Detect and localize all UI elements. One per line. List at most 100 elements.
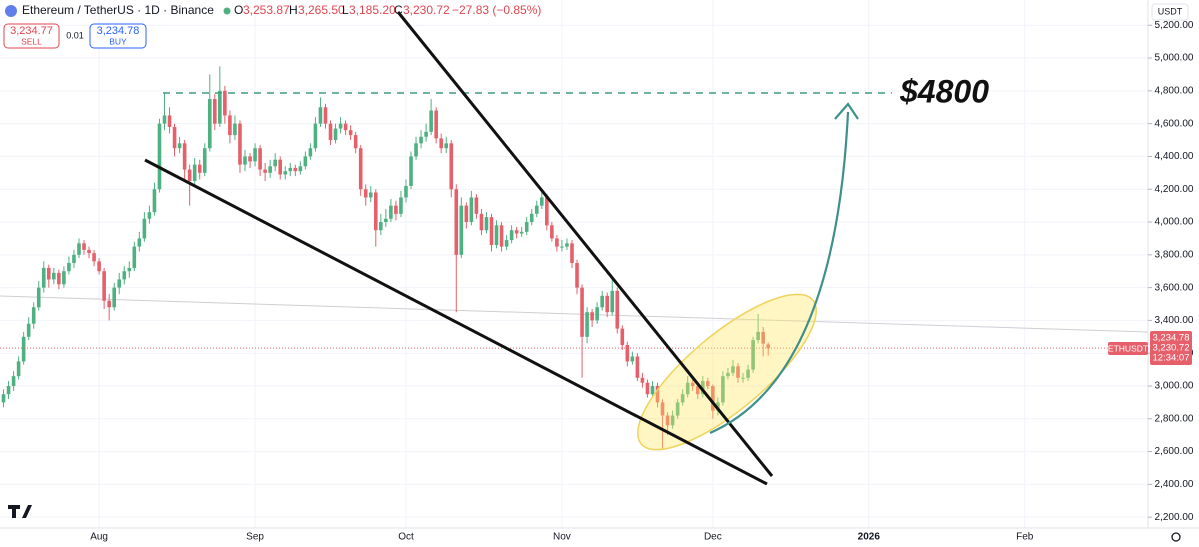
y-tick-label: 2,800.00 — [1155, 413, 1194, 424]
candle-body — [157, 123, 162, 190]
candle-body — [182, 143, 187, 170]
candle-body — [67, 263, 71, 272]
sell-price[interactable]: 3,234.77 — [10, 25, 53, 37]
x-tick-label: Feb — [1016, 532, 1034, 543]
currency-button[interactable] — [1151, 3, 1189, 21]
candle-body — [228, 115, 232, 136]
candle-body — [62, 271, 66, 285]
candle-body — [394, 205, 398, 214]
candle-body — [358, 148, 363, 190]
candle-body — [635, 356, 640, 378]
settings-icon[interactable] — [1171, 532, 1181, 542]
buy-button[interactable] — [89, 23, 147, 49]
candle-body — [333, 128, 338, 141]
candle-body — [303, 156, 308, 167]
candle-body — [31, 307, 36, 324]
candle-body — [147, 212, 152, 219]
candle-body — [695, 385, 700, 395]
candle-body — [439, 138, 443, 149]
candle-body — [268, 166, 272, 173]
candle-body — [685, 382, 690, 395]
candle-body — [524, 222, 529, 232]
candle-body — [615, 290, 620, 329]
candle-body — [756, 331, 760, 341]
candle-body — [353, 135, 358, 149]
candle-body — [273, 159, 277, 167]
candle-body — [454, 189, 459, 255]
buy-price[interactable]: 3,234.78 — [97, 25, 140, 37]
candle-body — [11, 376, 16, 386]
candle-body — [384, 218, 388, 223]
candle-body — [368, 192, 373, 198]
x-tick-label: Dec — [704, 532, 722, 543]
high-value: 3,265.50 — [298, 3, 345, 17]
currency[interactable]: USDT — [1158, 6, 1183, 16]
candle-body — [721, 376, 725, 403]
lower-trendline — [144, 158, 768, 486]
symbol-tag — [1108, 342, 1148, 355]
x-tick-label: Oct — [398, 532, 414, 543]
grid — [0, 0, 1148, 528]
candle-body — [122, 271, 127, 280]
candle-body — [509, 230, 514, 241]
candle-body — [6, 385, 11, 395]
countdown: 12:34:07 — [1153, 353, 1190, 364]
candle-body — [318, 107, 323, 124]
candle-body — [751, 340, 755, 370]
symbol-logo — [5, 5, 17, 17]
candle-body — [46, 267, 51, 280]
candle-body — [278, 159, 283, 175]
candle-body — [484, 217, 489, 231]
tv-logo — [8, 505, 32, 518]
candle-body — [373, 192, 378, 231]
candle-body — [1, 394, 6, 403]
candle-body — [665, 415, 670, 426]
upper-trendline — [396, 11, 774, 477]
candle-body — [600, 295, 604, 308]
candle-body — [288, 167, 293, 172]
ask-price: 3,234.78 — [1153, 333, 1190, 344]
candle-body — [21, 336, 26, 362]
candle-body — [313, 123, 318, 149]
projection-arrow — [709, 111, 850, 435]
candle-body — [308, 148, 313, 157]
candle-body — [675, 402, 680, 416]
candle-body — [127, 267, 132, 272]
candle-body — [177, 143, 182, 149]
change-value: −27.83 (−0.85%) — [452, 3, 541, 17]
buy-label[interactable]: BUY — [109, 36, 127, 46]
sell-button[interactable] — [3, 23, 60, 49]
candle-body — [213, 99, 217, 124]
candle-body — [36, 287, 41, 308]
close-label: C — [394, 3, 403, 17]
candle-body — [162, 115, 167, 124]
candle-body — [424, 131, 428, 137]
candle-body — [529, 213, 534, 223]
candle-body — [731, 366, 735, 373]
candle-body — [504, 240, 509, 247]
y-tick-label: 4,200.00 — [1155, 184, 1194, 195]
candle-body — [711, 385, 715, 411]
open-label: O — [234, 3, 243, 17]
candle-body — [16, 361, 21, 377]
candle-body — [102, 271, 106, 301]
candle-body — [746, 369, 750, 378]
candle-body — [550, 225, 554, 239]
candle-body — [419, 136, 423, 144]
candle-body — [192, 164, 197, 182]
candle-body — [741, 377, 745, 379]
candle-body — [680, 394, 685, 403]
y-tick-label: 4,000.00 — [1155, 217, 1194, 228]
candle-body — [585, 312, 589, 337]
candle-body — [670, 415, 675, 426]
candle-body — [298, 166, 303, 172]
candle-body — [444, 143, 449, 149]
sell-label[interactable]: SELL — [21, 36, 42, 46]
candle-body — [218, 90, 222, 124]
low-label: L — [342, 3, 349, 17]
candle-body — [41, 267, 46, 288]
candle-body — [172, 126, 177, 149]
candle-body — [187, 169, 192, 182]
low-value: 3,185.20 — [349, 3, 396, 17]
